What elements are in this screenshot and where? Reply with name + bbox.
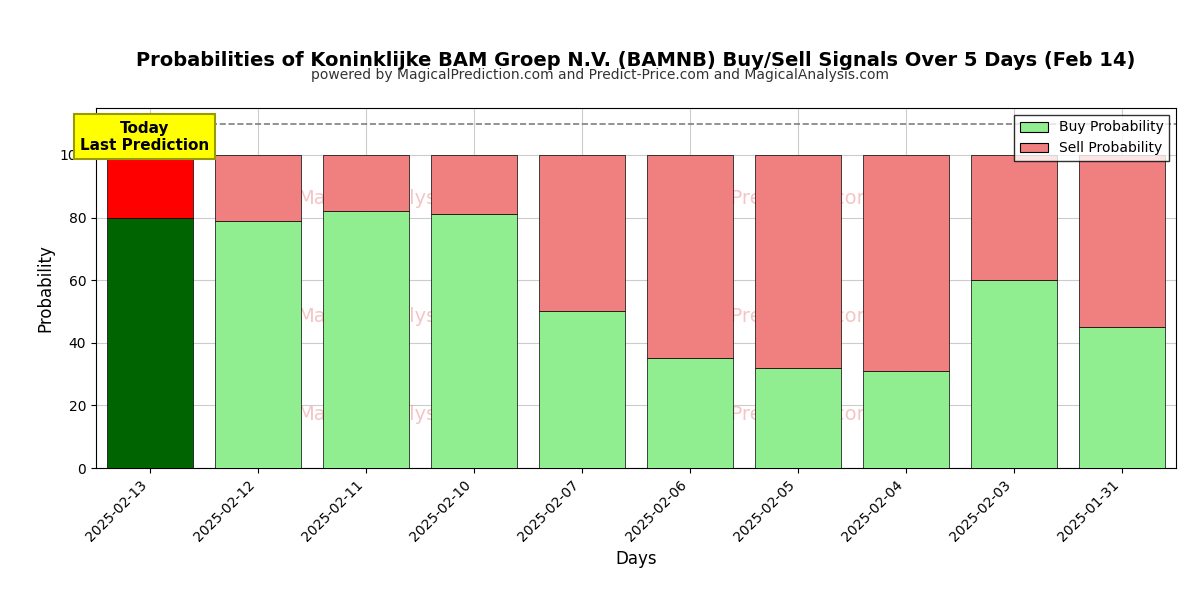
Bar — [539, 155, 625, 311]
Bar — [971, 155, 1057, 280]
Bar — [1079, 327, 1165, 468]
Text: MagicalAnalysis.com: MagicalAnalysis.com — [298, 188, 499, 208]
Bar — [107, 218, 193, 468]
Bar — [1079, 155, 1165, 327]
Bar — [107, 155, 193, 218]
Bar — [647, 155, 733, 358]
Text: MagicalPrediction.com: MagicalPrediction.com — [656, 307, 875, 326]
Text: MagicalPrediction.com: MagicalPrediction.com — [656, 404, 875, 424]
Text: MagicalPrediction.com: MagicalPrediction.com — [656, 188, 875, 208]
Bar — [323, 211, 409, 468]
Text: MagicalAnalysis.com: MagicalAnalysis.com — [298, 307, 499, 326]
Y-axis label: Probability: Probability — [36, 244, 54, 332]
Text: MagicalAnalysis.com: MagicalAnalysis.com — [298, 404, 499, 424]
Bar — [755, 368, 841, 468]
Bar — [215, 221, 301, 468]
Title: Probabilities of Koninklijke BAM Groep N.V. (BAMNB) Buy/Sell Signals Over 5 Days: Probabilities of Koninklijke BAM Groep N… — [137, 52, 1135, 70]
Bar — [971, 280, 1057, 468]
Text: Today
Last Prediction: Today Last Prediction — [80, 121, 209, 153]
Bar — [863, 371, 949, 468]
Text: powered by MagicalPrediction.com and Predict-Price.com and MagicalAnalysis.com: powered by MagicalPrediction.com and Pre… — [311, 68, 889, 82]
Bar — [215, 155, 301, 221]
Bar — [863, 155, 949, 371]
Bar — [539, 311, 625, 468]
X-axis label: Days: Days — [616, 550, 656, 568]
Bar — [323, 155, 409, 211]
Bar — [755, 155, 841, 368]
Bar — [647, 358, 733, 468]
Bar — [431, 214, 517, 468]
Legend: Buy Probability, Sell Probability: Buy Probability, Sell Probability — [1014, 115, 1169, 161]
Bar — [431, 155, 517, 214]
